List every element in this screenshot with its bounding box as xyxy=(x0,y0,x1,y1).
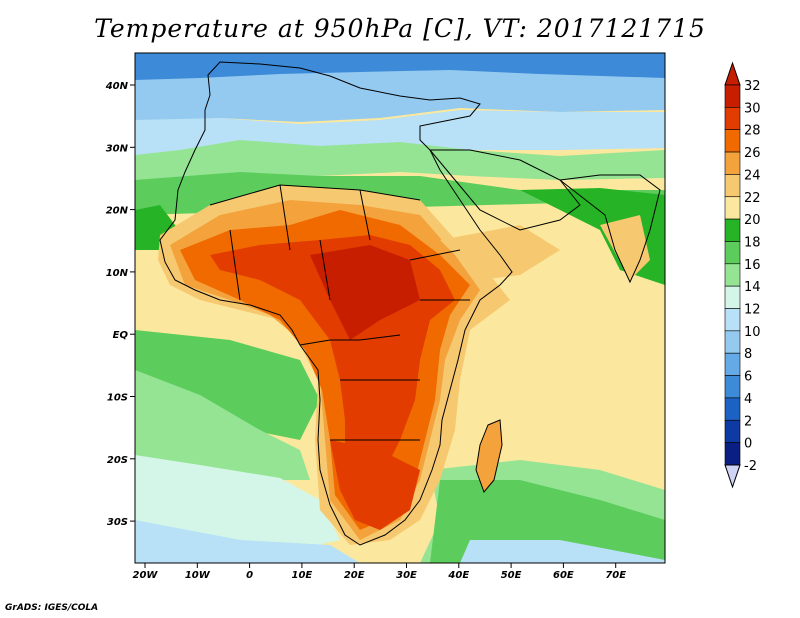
map-frame xyxy=(134,52,666,564)
colorbar-label: 26 xyxy=(744,146,761,161)
lat-tick-label: EQ xyxy=(113,330,129,341)
colorbar-label: 28 xyxy=(744,124,761,139)
colorbar-label: -2 xyxy=(744,459,757,474)
colorbar-label: 16 xyxy=(744,258,761,273)
lon-tick-label: 50E xyxy=(501,570,522,581)
lat-tick-label: 40N xyxy=(105,81,129,92)
coastlines xyxy=(159,61,661,546)
colorbar-segment xyxy=(724,129,741,153)
temperature-field xyxy=(135,53,665,563)
colorbar-segment xyxy=(724,419,741,443)
lon-tick-label: 30E xyxy=(396,570,417,581)
lon-tick-label: 10E xyxy=(292,570,313,581)
colorbar-label: 2 xyxy=(744,414,752,429)
colorbar-label: 0 xyxy=(744,437,752,452)
colorbar-label: 32 xyxy=(744,79,761,94)
colorbar-segment xyxy=(724,196,741,220)
colorbar-segment xyxy=(724,397,741,421)
colorbar-label: 22 xyxy=(744,191,761,206)
lon-tick-label: 0 xyxy=(246,570,253,581)
colorbar-segment xyxy=(724,84,741,108)
credit-label: GrADS: IGES/COLA xyxy=(5,603,99,613)
colorbar-segment xyxy=(724,330,741,354)
colorbar-segment xyxy=(724,442,741,466)
colorbar-label: 12 xyxy=(744,303,761,318)
lat-tick-label: 20S xyxy=(107,455,128,466)
colorbar-segment xyxy=(724,218,741,242)
colorbar-segment xyxy=(724,174,741,198)
lat-tick-label: 30N xyxy=(106,143,129,154)
colorbar-segment xyxy=(724,151,741,175)
lon-tick-label: 60E xyxy=(553,570,574,581)
colorbar-label: 4 xyxy=(744,392,752,407)
colorbar-label: 8 xyxy=(744,347,752,362)
colorbar-label: 18 xyxy=(744,235,761,250)
colorbar-segment xyxy=(724,241,741,265)
lat-tick-label: 20N xyxy=(106,206,129,217)
lon-tick-label: 20E xyxy=(344,570,365,581)
colorbar-segment xyxy=(724,263,741,287)
colorbar-segment xyxy=(724,308,741,332)
lat-tick-label: 30S xyxy=(107,517,128,528)
colorbar-segment xyxy=(724,285,741,309)
lon-tick-label: 20W xyxy=(133,570,159,581)
map-title: Temperature at 950hPa [C], VT: 201712171… xyxy=(94,14,706,43)
lon-tick-label: 40E xyxy=(447,570,469,581)
lat-tick-label: 10N xyxy=(106,268,129,279)
colorbar-segment xyxy=(724,375,741,399)
colorbar-bottom-arrow xyxy=(724,464,741,489)
colorbar-label: 10 xyxy=(744,325,761,340)
lon-tick-label: 10W xyxy=(185,570,211,581)
colorbar-label: 30 xyxy=(744,101,761,116)
colorbar-top-arrow xyxy=(724,61,741,86)
colorbar-label: 24 xyxy=(744,168,761,183)
colorbar-label: 6 xyxy=(744,370,752,385)
lat-tick-label: 10S xyxy=(107,393,128,404)
lon-tick-label: 70E xyxy=(605,570,626,581)
colorbar-segment xyxy=(724,352,741,376)
colorbar-segment xyxy=(724,107,741,130)
colorbar-label: 14 xyxy=(744,280,761,295)
colorbar-label: 20 xyxy=(744,213,761,228)
